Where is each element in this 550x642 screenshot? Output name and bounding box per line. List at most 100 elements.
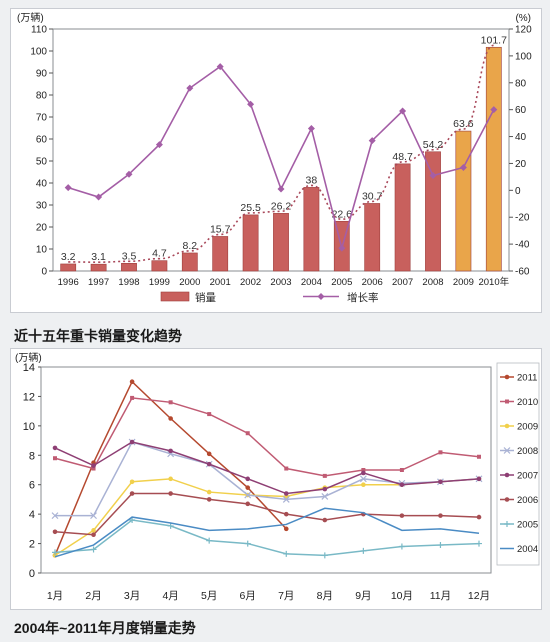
bar-data-label: 48.7	[392, 151, 413, 163]
x-tick-label: 8月	[317, 590, 333, 602]
legend-label-2004: 2004	[517, 544, 538, 555]
bar-sales	[455, 130, 472, 272]
y-tick-label-left: 60	[36, 135, 48, 146]
bar-sales	[394, 163, 411, 272]
y-tick-label-right: -60	[515, 267, 530, 278]
series-point	[321, 493, 329, 500]
series-point	[283, 511, 289, 517]
series-point	[476, 514, 482, 520]
series-point	[91, 463, 96, 468]
series-point	[206, 461, 212, 467]
series-point	[361, 468, 366, 472]
series-point	[168, 400, 173, 405]
series-point	[245, 501, 251, 507]
series-point	[361, 482, 366, 488]
x-tick-label: 2009	[453, 277, 474, 288]
bar-sales	[181, 252, 198, 272]
series-point	[398, 543, 405, 550]
bar-data-label: 3.5	[122, 250, 137, 262]
x-tick-label: 9月	[355, 590, 371, 602]
series-line-2010	[54, 397, 480, 477]
y-tick-label-right: 120	[515, 25, 532, 36]
series-point	[206, 497, 212, 502]
growth-rate-point	[338, 244, 346, 252]
y-tick-label-right: 100	[515, 51, 532, 62]
series-point	[129, 517, 136, 524]
legend-label-2006: 2006	[517, 495, 538, 506]
bar-data-label: 3.2	[61, 251, 76, 263]
series-point	[437, 542, 444, 549]
x-tick-label: 12月	[468, 590, 490, 602]
bar-data-label: 63.6	[453, 118, 474, 130]
x-tick-label: 2005	[331, 277, 352, 288]
series-point	[52, 549, 58, 556]
series-point	[284, 466, 289, 471]
series-point	[321, 552, 328, 559]
series-point	[206, 489, 212, 495]
series-point	[168, 448, 173, 454]
y-tick-label-right: -20	[515, 213, 530, 224]
growth-rate-point	[95, 193, 103, 201]
series-point	[477, 454, 481, 459]
x-tick-label: 11月	[430, 590, 451, 602]
series-point	[282, 496, 290, 503]
chart-title-sales-trend: 近十五年重卡销量变化趋势	[14, 328, 182, 344]
y-tick-label-left: 10	[36, 245, 48, 256]
x-tick-label: 2007	[392, 277, 413, 288]
series-point	[399, 468, 404, 472]
series-line-2007	[54, 441, 480, 495]
legend-label-growth: 增长率	[347, 291, 379, 304]
bar-data-label: 22.6	[332, 208, 353, 220]
series-point	[476, 540, 482, 547]
bar-sales	[273, 213, 289, 272]
y-axis-unit: (万辆)	[15, 351, 42, 364]
chart-panel-monthly-trend: 0 2 4 6 8 10 12 14 (万辆) 1月 2月 3月 4月 5月 6月 7月 8月 9月 10月 11月 1…	[10, 348, 542, 610]
y-tick-label-left: 0	[41, 267, 47, 278]
y-axis-unit-left: (万辆)	[17, 11, 44, 24]
y-tick-label-left: 80	[36, 91, 48, 102]
bar-data-label: 101.7	[481, 34, 507, 46]
series-point	[322, 486, 328, 492]
series-point	[244, 491, 252, 499]
bar-data-label: 54.2	[423, 139, 444, 151]
series-line-2009	[54, 478, 480, 556]
growth-rate-point	[307, 124, 315, 132]
series-point	[361, 470, 366, 476]
series-point	[167, 522, 174, 529]
series-point	[206, 451, 212, 457]
series-point	[504, 374, 510, 380]
y-tick-label: 14	[23, 362, 35, 374]
monthly-line-chart: 0 2 4 6 8 10 12 14(万辆) 1月 2月 3月 4月 5月 6月 7月 8月 9月 10月 11月 1…	[15, 351, 540, 602]
y-axis-unit-right: (%)	[515, 13, 531, 24]
bar-sales	[212, 236, 229, 272]
series-line-2008	[55, 441, 480, 517]
bar-sales	[485, 46, 502, 272]
series-point	[51, 512, 59, 520]
bar-sales	[303, 187, 320, 272]
growth-rate-point	[247, 100, 255, 108]
y-tick-label-right: 0	[515, 186, 521, 197]
growth-rate-point	[429, 172, 437, 180]
growth-rate-point	[155, 141, 163, 149]
series-point	[283, 491, 289, 496]
series-point	[52, 445, 58, 451]
bar-sales	[151, 260, 168, 272]
y-tick-label: 8	[29, 450, 35, 462]
x-tick-label: 2004	[301, 277, 322, 288]
series-point	[244, 540, 251, 547]
bar-data-label: 25.5	[240, 202, 261, 214]
bar-data-label: 38	[306, 174, 318, 186]
x-tick-label: 2003	[270, 277, 291, 288]
bar-data-label: 15.7	[210, 223, 231, 235]
series-point	[504, 423, 510, 429]
series-point	[504, 497, 510, 502]
series-point	[90, 512, 97, 520]
growth-rate-point	[459, 163, 467, 171]
series-point	[476, 476, 482, 482]
series-point	[359, 475, 367, 483]
y-tick-label-right: 20	[515, 159, 527, 170]
series-point	[168, 476, 173, 482]
legend-label-2008: 2008	[517, 446, 538, 457]
bar-data-label: 8.2	[182, 240, 197, 252]
bar-sales	[60, 263, 77, 272]
